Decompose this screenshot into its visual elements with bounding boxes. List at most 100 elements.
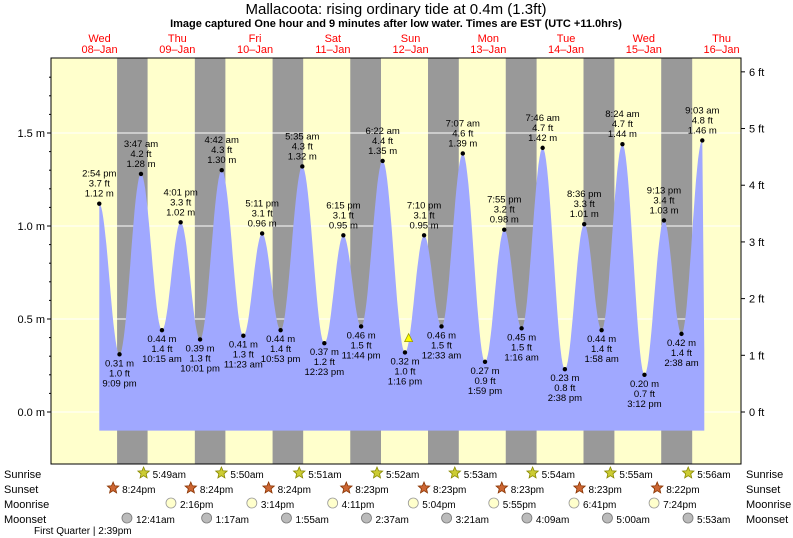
y-tick-label-ft: 0 ft: [749, 407, 764, 419]
moonset-row-label-right: Moonset: [746, 514, 788, 526]
day-date-label: 14–Jan: [548, 44, 584, 56]
sunset-time: 8:24pm: [122, 485, 155, 496]
tide-ft-label: 4.3 ft: [292, 141, 313, 152]
sunrise-time: 5:53am: [464, 470, 497, 481]
sunrise-icon: [525, 465, 540, 479]
tide-point: [259, 231, 265, 236]
tide-m-label: 1.28 m: [126, 159, 155, 170]
sunrise-time: 5:55am: [619, 470, 652, 481]
tide-ft-label: 4.4 ft: [372, 136, 393, 147]
tide-m-label: 0.46 m: [347, 330, 376, 341]
tide-ft-label: 4.7 ft: [612, 119, 633, 130]
moonrise-time: 7:24pm: [663, 500, 696, 511]
sunset-icon: [184, 480, 198, 494]
moonset-time: 3:21am: [456, 515, 489, 526]
current-tide-marker: [403, 332, 414, 342]
tide-m-label: 0.95 m: [410, 220, 439, 231]
moonrise-row-label-left: Moonrise: [4, 499, 49, 511]
y-tick-label-ft: 3 ft: [749, 237, 764, 249]
tide-point: [341, 233, 346, 238]
moonset-icon: [361, 512, 372, 524]
tide-time-label: 1:16 pm: [388, 376, 422, 387]
sunrise-time: 5:52am: [386, 470, 419, 481]
tide-m-label: 1.02 m: [166, 207, 195, 218]
tide-time-label: 3:12 pm: [627, 399, 661, 410]
sunset-time: 8:22pm: [666, 485, 699, 496]
tide-m-label: 0.42 m: [667, 338, 696, 349]
moonrise-time: 5:04pm: [422, 500, 455, 511]
moonrise-time: 3:14pm: [261, 500, 294, 511]
tide-time-label: 7:55 pm: [487, 195, 521, 206]
day-name-label: Fri: [249, 33, 262, 45]
sunrise-icon: [603, 465, 618, 479]
tide-ft-label: 1.0 ft: [394, 366, 415, 377]
tide-ft-label: 1.3 ft: [190, 353, 211, 364]
day-name-label: Thu: [712, 33, 731, 45]
tide-point: [197, 337, 203, 342]
tide-curve-area: [99, 140, 705, 431]
tide-time-label: 10:01 pm: [180, 363, 220, 374]
tide-point: [620, 141, 625, 147]
tide-point: [439, 324, 444, 329]
sunset-icon: [650, 480, 664, 494]
moonrise-icon: [648, 497, 660, 509]
sunset-row-label-right: Sunset: [746, 484, 780, 496]
tide-time-label: 1:16 am: [504, 352, 538, 363]
tide-time-label: 5:35 am: [285, 131, 319, 142]
y-tick-label-ft: 5 ft: [749, 124, 764, 136]
tide-time-label: 5:11 pm: [245, 198, 279, 209]
y-tick-label-m: 0.5 m: [17, 314, 45, 326]
sunrise-time: 5:51am: [308, 470, 341, 481]
tide-time-label: 4:42 am: [205, 135, 239, 146]
y-tick-label-ft: 4 ft: [749, 180, 764, 192]
tide-time-label: 7:07 am: [446, 118, 480, 129]
moonrise-icon: [246, 497, 258, 509]
y-tick-label-ft: 2 ft: [749, 294, 764, 306]
tide-time-label: 9:13 pm: [647, 185, 681, 196]
sunset-icon: [495, 480, 509, 494]
tide-point: [599, 327, 604, 333]
tide-m-label: 0.41 m: [229, 340, 258, 351]
tide-ft-label: 0.8 ft: [554, 383, 575, 394]
tide-ft-label: 1.0 ft: [109, 368, 130, 379]
sunset-icon: [106, 480, 120, 494]
tide-time-label: 8:24 am: [605, 109, 639, 120]
tide-m-label: 0.44 m: [587, 334, 616, 345]
sunset-row-label-left: Sunset: [4, 484, 38, 496]
tide-ft-label: 4.8 ft: [692, 115, 713, 126]
sun-moon-table: Sunrise Sunset Moonrise Moonset Sunrise …: [4, 465, 791, 537]
sunset-icon: [572, 480, 587, 494]
tide-ft-label: 4.6 ft: [452, 128, 473, 139]
chart-subtitle: Image captured One hour and 9 minutes af…: [170, 18, 622, 30]
tide-point: [159, 327, 165, 333]
moonset-time: 2:37am: [375, 515, 408, 526]
chart-title: Mallacoota: rising ordinary tide at 0.4m…: [246, 1, 547, 18]
tide-point: [241, 333, 246, 338]
tide-point: [421, 233, 427, 238]
y-tick-label-ft: 6 ft: [749, 67, 764, 79]
tide-m-label: 0.39 m: [186, 343, 215, 354]
tide-time-label: 2:38 am: [664, 358, 698, 369]
tide-m-label: 0.27 m: [470, 366, 499, 377]
tide-time-label: 7:10 pm: [407, 200, 441, 211]
tide-point: [519, 326, 524, 331]
moonset-time: 5:00am: [616, 515, 649, 526]
sunrise-time: 5:54am: [542, 470, 575, 481]
sunrise-row-label-left: Sunrise: [4, 469, 41, 481]
tide-ft-label: 1.5 ft: [511, 342, 532, 353]
moonset-row-label-left: Moonset: [4, 514, 46, 526]
moonrise-icon: [165, 497, 177, 509]
tide-m-label: 0.95 m: [329, 220, 358, 231]
tide-point: [300, 164, 305, 169]
day-name-label: Mon: [478, 33, 499, 45]
sunset-icon: [339, 480, 354, 494]
tide-time-label: 4:01 pm: [163, 187, 197, 198]
tide-ft-label: 1.4 ft: [591, 344, 612, 355]
tide-point: [562, 367, 568, 372]
tide-time-label: 12:23 pm: [305, 367, 345, 378]
tide-ft-label: 3.3 ft: [574, 199, 595, 210]
day-name-label: Tue: [557, 33, 576, 45]
tide-point: [138, 171, 144, 177]
tide-time-label: 11:23 am: [224, 360, 263, 371]
tide-m-label: 1.03 m: [649, 205, 678, 216]
